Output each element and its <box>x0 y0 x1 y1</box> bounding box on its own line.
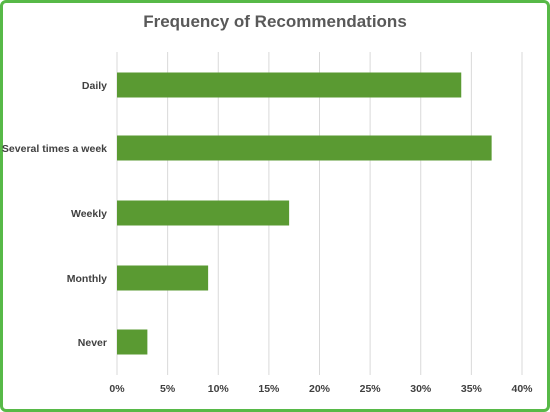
bar-never <box>117 329 148 355</box>
category-label: Never <box>78 337 107 349</box>
category-label: Weekly <box>71 208 107 220</box>
bar-daily <box>117 72 462 98</box>
x-tick-label: 5% <box>160 383 176 395</box>
x-tick-label: 30% <box>410 383 432 395</box>
category-label: Monthly <box>67 273 107 285</box>
category-label: Several times a week <box>2 143 107 155</box>
x-tick-label: 40% <box>511 383 533 395</box>
bars <box>117 72 492 355</box>
x-tick-label: 35% <box>461 383 483 395</box>
tick-labels: 0% 5% 10% 15% 20% 25% 30% 35% 40% <box>109 383 533 395</box>
chart-title: Frequency of Recommendations <box>143 12 407 31</box>
bar-several-times-a-week <box>117 135 492 161</box>
x-tick-label: 20% <box>309 383 331 395</box>
x-tick-label: 25% <box>360 383 382 395</box>
x-tick-label: 15% <box>258 383 280 395</box>
x-tick-label: 0% <box>109 383 125 395</box>
bar-monthly <box>117 265 209 291</box>
category-labels: Daily Several times a week Weekly Monthly Ne… <box>2 80 107 349</box>
bar-weekly <box>117 200 290 226</box>
x-tick-label: 10% <box>208 383 230 395</box>
category-label: Daily <box>82 80 107 92</box>
